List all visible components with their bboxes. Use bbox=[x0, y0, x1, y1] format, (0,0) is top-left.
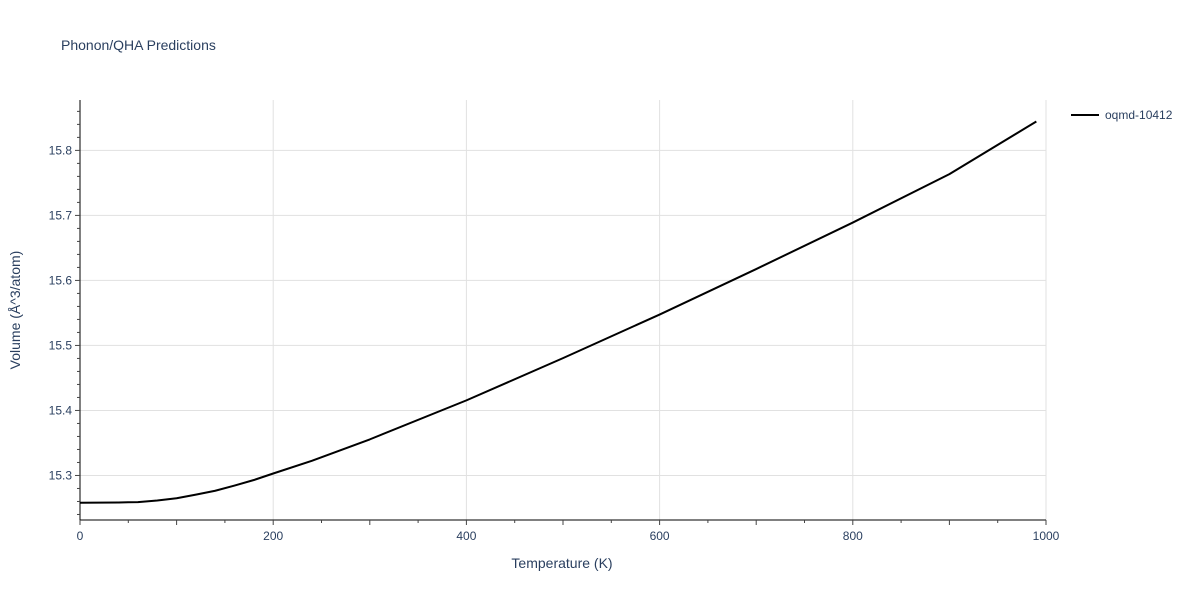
x-tick-label: 400 bbox=[456, 529, 476, 543]
y-tick-label: 15.6 bbox=[49, 273, 73, 287]
x-tick-label: 600 bbox=[650, 529, 670, 543]
y-axis-title: Volume (Å^3/atom) bbox=[7, 251, 23, 370]
x-tick-label: 800 bbox=[843, 529, 863, 543]
x-tick-label: 0 bbox=[77, 529, 84, 543]
grid-lines bbox=[80, 100, 1047, 520]
x-tick-label: 1000 bbox=[1033, 529, 1060, 543]
y-tick-label: 15.3 bbox=[49, 468, 73, 482]
y-tick-label: 15.5 bbox=[49, 338, 73, 352]
y-tick-label: 15.4 bbox=[49, 403, 73, 417]
y-tick-label: 15.7 bbox=[49, 208, 73, 222]
y-tick-labels: 15.3 15.4 15.5 15.6 15.7 15.8 bbox=[49, 143, 73, 482]
y-tick-label: 15.8 bbox=[49, 143, 73, 157]
x-axis-title: Temperature (K) bbox=[511, 555, 612, 571]
legend-label: oqmd-10412 bbox=[1105, 108, 1173, 122]
axes bbox=[75, 100, 1047, 525]
x-tick-labels: 0 200 400 600 800 1000 bbox=[77, 529, 1060, 543]
chart-title: Phonon/QHA Predictions bbox=[61, 37, 216, 53]
series-line bbox=[79, 120, 1037, 504]
x-tick-label: 200 bbox=[263, 529, 283, 543]
series-layer bbox=[79, 120, 1037, 504]
legend[interactable]: oqmd-10412 bbox=[1071, 108, 1173, 122]
